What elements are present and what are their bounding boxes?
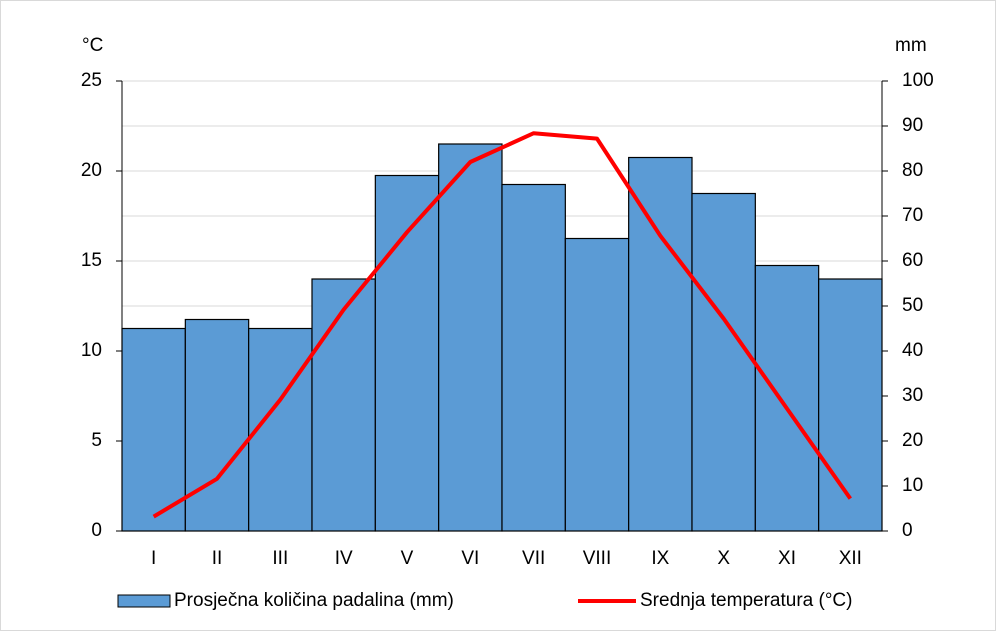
- bar: [374, 174, 440, 532]
- bar: [311, 278, 376, 532]
- x-tick-label: VIII: [583, 548, 612, 569]
- x-tick-label: X: [717, 548, 730, 569]
- y2-tick-label: 50: [902, 295, 923, 316]
- y-tick-label: 20: [81, 160, 102, 181]
- y2-tick-label: 90: [902, 115, 923, 136]
- y2-tick-label: 100: [902, 70, 934, 91]
- bar: [121, 327, 186, 532]
- x-tick-label: V: [401, 548, 414, 569]
- bar: [691, 192, 756, 532]
- y2-tick-label: 20: [902, 430, 923, 451]
- x-tick-label: III: [272, 548, 288, 569]
- y-tick-label: 10: [81, 340, 102, 361]
- x-tick-label: XII: [839, 548, 862, 569]
- y2-tick-label: 60: [902, 250, 923, 271]
- y2-tick-label: 10: [902, 475, 923, 496]
- y-tick-label: 0: [91, 520, 102, 541]
- bar: [438, 143, 503, 532]
- bar: [754, 264, 820, 532]
- y2-tick-label: 30: [902, 385, 923, 406]
- y2-tick-label: 0: [902, 520, 913, 541]
- legend-label: Prosječna količina padalina (mm): [174, 590, 454, 611]
- bar: [501, 183, 566, 532]
- y2-axis-label: mm: [895, 35, 927, 56]
- x-tick-label: IV: [335, 548, 353, 569]
- line: [152, 131, 852, 519]
- y-tick-label: 25: [81, 70, 102, 91]
- x-tick-label: VII: [522, 548, 545, 569]
- bar: [184, 318, 250, 532]
- bar: [564, 237, 630, 532]
- y-tick-label: 15: [81, 250, 102, 271]
- legend-label: Srednja temperatura (°C): [640, 590, 852, 611]
- bar: [628, 156, 693, 532]
- x-tick-label: I: [151, 548, 156, 569]
- x-tick-label: XI: [778, 548, 796, 569]
- y2-tick-label: 40: [902, 340, 923, 361]
- y-axis-label: °C: [82, 35, 103, 56]
- y2-tick-label: 70: [902, 205, 923, 226]
- x-tick-label: II: [212, 548, 223, 569]
- bar: [818, 278, 883, 532]
- y2-tick-label: 80: [902, 160, 923, 181]
- x-tick-label: VI: [461, 548, 479, 569]
- legend-swatch: [117, 594, 171, 608]
- y-tick-label: 5: [91, 430, 102, 451]
- x-tick-label: IX: [651, 548, 669, 569]
